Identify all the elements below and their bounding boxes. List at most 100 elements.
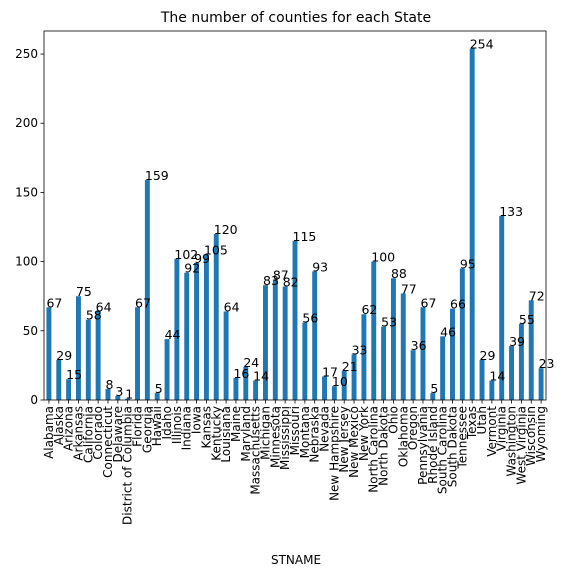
- bar-virginia: [499, 215, 505, 400]
- x-tick-label: Maryland: [239, 406, 253, 462]
- y-tick-label: 100: [15, 255, 38, 269]
- data-label: 3: [115, 384, 123, 399]
- x-tick-label: Arizona: [62, 406, 76, 451]
- data-label: 133: [499, 204, 523, 219]
- data-label: 24: [243, 355, 259, 370]
- data-label: 115: [293, 229, 317, 244]
- bar-washington: [509, 346, 515, 400]
- x-tick-label: Tennessee: [455, 406, 469, 470]
- data-label: 67: [421, 295, 437, 310]
- bar-hawaii: [154, 393, 160, 400]
- x-tick-label: Idaho: [160, 406, 174, 439]
- x-tick-label: Vermont: [485, 406, 499, 457]
- x-tick-label: Connecticut: [101, 406, 115, 478]
- data-label: 33: [352, 342, 368, 357]
- x-tick-label: North Dakota: [377, 406, 391, 486]
- x-tick-label: Oklahoma: [396, 406, 410, 467]
- data-label: 102: [174, 247, 198, 262]
- bar-kentucky: [213, 233, 219, 400]
- x-tick-label: West Virginia: [514, 406, 528, 485]
- data-label: 62: [361, 302, 377, 317]
- data-label: 105: [204, 243, 228, 258]
- bar-oklahoma: [400, 293, 406, 400]
- bar-montana: [302, 322, 308, 400]
- bar-connecticut: [105, 388, 111, 400]
- bar-oregon: [410, 350, 416, 400]
- data-label: 88: [391, 266, 407, 281]
- bar-north-dakota: [381, 326, 387, 400]
- bar-texas: [469, 48, 475, 401]
- data-label: 64: [224, 299, 240, 314]
- data-label: 64: [96, 299, 112, 314]
- data-label: 82: [283, 275, 299, 290]
- data-label: 87: [273, 268, 289, 283]
- bar-utah: [479, 359, 485, 400]
- x-tick-label: Missouri: [288, 406, 302, 455]
- bar-minnesota: [272, 279, 278, 400]
- bar-california: [85, 319, 91, 400]
- data-label: 29: [56, 348, 72, 363]
- data-label: 56: [302, 311, 318, 326]
- data-label: 77: [401, 281, 417, 296]
- data-label: 39: [509, 334, 525, 349]
- x-tick-label: Iowa: [190, 406, 204, 434]
- bar-ohio: [390, 278, 396, 400]
- bar-tennessee: [459, 268, 465, 400]
- data-label: 5: [155, 381, 163, 396]
- x-tick-label: South Carolina: [436, 406, 450, 494]
- data-label: 46: [440, 324, 456, 339]
- x-tick-label: California: [81, 406, 95, 463]
- bar-illinois: [174, 258, 180, 400]
- bar-michigan: [263, 285, 268, 400]
- bar-new-mexico: [351, 354, 357, 400]
- x-tick-label: North Carolina: [367, 406, 381, 493]
- y-axis: 0 50 100 150 200 250: [15, 47, 44, 407]
- data-label: 95: [460, 257, 476, 272]
- bar-massachusetts: [253, 380, 259, 400]
- data-label: 99: [194, 251, 210, 266]
- bar-district-of-columbia: [125, 398, 131, 400]
- x-tick-label: Louisiana: [219, 406, 233, 463]
- x-tick-label: Georgia: [140, 406, 154, 453]
- bar-maine: [233, 377, 239, 400]
- bar-delaware: [115, 395, 121, 400]
- x-axis-label: STNAME: [271, 553, 321, 567]
- data-label: 53: [381, 315, 397, 330]
- data-label: 72: [529, 288, 545, 303]
- x-tick-label: Montana: [298, 406, 312, 458]
- bar-south-dakota: [450, 308, 455, 400]
- x-tick-label: Michigan: [258, 406, 272, 460]
- x-tick-label: Kentucky: [209, 406, 223, 461]
- data-label: 120: [214, 222, 238, 237]
- bar-mississippi: [282, 286, 288, 400]
- bar-new-hampshire: [331, 386, 337, 400]
- x-tick-label: Nebraska: [308, 406, 322, 463]
- data-label: 29: [480, 348, 496, 363]
- bar-new-jersey: [341, 370, 347, 400]
- bar-maryland: [243, 366, 249, 400]
- bar-louisiana: [223, 311, 229, 400]
- bars-group: [46, 48, 544, 401]
- bar-kansas: [203, 254, 209, 400]
- data-label: 10: [332, 374, 348, 389]
- y-tick-label: 50: [23, 324, 38, 338]
- x-tick-label: Ohio: [386, 406, 400, 434]
- data-label: 93: [312, 259, 328, 274]
- bar-alaska: [56, 359, 62, 400]
- x-tick-label: Alaska: [52, 406, 66, 445]
- bar-west-virginia: [518, 323, 524, 400]
- data-label: 8: [106, 377, 114, 392]
- plot-frame: [43, 30, 547, 401]
- bar-alabama: [46, 307, 52, 400]
- data-label: 75: [76, 284, 92, 299]
- bar-pennsylvania: [420, 307, 426, 400]
- x-tick-label: Colorado: [91, 406, 105, 460]
- data-label: 44: [165, 327, 181, 342]
- x-tick-label: Hawaii: [150, 406, 164, 446]
- data-label: 14: [489, 369, 505, 384]
- x-tick-label: Delaware: [111, 406, 125, 463]
- bar-georgia: [144, 179, 150, 400]
- bar-wyoming: [538, 368, 544, 400]
